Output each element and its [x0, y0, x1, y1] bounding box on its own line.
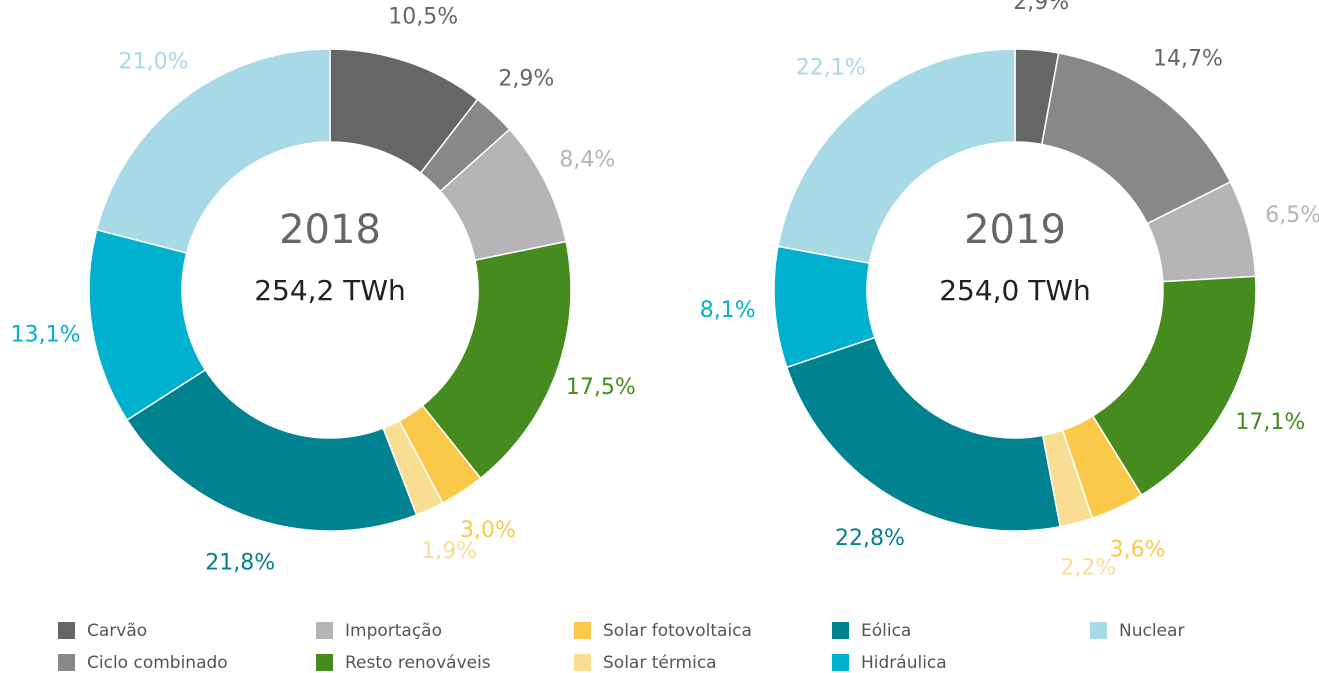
- legend-label: Hidráulica: [861, 653, 947, 673]
- legend-label: Importação: [345, 621, 442, 641]
- value-label: 21,8%: [205, 551, 275, 576]
- center-subtitle: 254,0 TWh: [939, 274, 1091, 307]
- value-label: 2,9%: [1013, 0, 1069, 15]
- value-label: 10,5%: [388, 4, 458, 29]
- value-label: 2,9%: [498, 66, 554, 91]
- value-label: 21,0%: [119, 49, 189, 74]
- legend-label: Eólica: [861, 621, 911, 641]
- center-subtitle: 254,2 TWh: [254, 274, 406, 307]
- legend-swatch: [58, 654, 75, 671]
- legend-swatch: [58, 622, 75, 639]
- value-label: 17,5%: [566, 375, 636, 400]
- slice: [95, 48, 331, 254]
- legend-swatch: [1090, 622, 1107, 639]
- legend-label: Nuclear: [1119, 621, 1184, 641]
- slice: [126, 368, 418, 532]
- value-label: 3,0%: [460, 518, 516, 543]
- value-label: 22,1%: [796, 56, 866, 81]
- slice: [1091, 275, 1257, 497]
- value-label: 1,9%: [421, 539, 477, 564]
- center-title: 2019: [964, 207, 1066, 253]
- value-label: 8,4%: [559, 148, 615, 173]
- value-label: 22,8%: [835, 526, 905, 551]
- value-label: 2,2%: [1060, 555, 1116, 580]
- slice: [785, 336, 1062, 532]
- legend-swatch: [316, 622, 333, 639]
- legend-swatch: [316, 654, 333, 671]
- value-label: 6,5%: [1265, 203, 1319, 228]
- value-label: 14,7%: [1153, 47, 1223, 72]
- value-label: 3,6%: [1110, 538, 1166, 563]
- value-label: 17,1%: [1235, 410, 1305, 435]
- legend-label: Carvão: [87, 621, 147, 641]
- legend-swatch: [832, 622, 849, 639]
- value-label: 8,1%: [700, 298, 756, 323]
- legend-label: Resto renováveis: [345, 653, 491, 673]
- legend-label: Ciclo combinado: [87, 653, 228, 673]
- legend-label: Solar fotovoltaica: [603, 621, 752, 641]
- legend-swatch: [832, 654, 849, 671]
- legend-swatch: [574, 654, 591, 671]
- legend-label: Solar térmica: [603, 653, 717, 673]
- legend-swatch: [574, 622, 591, 639]
- center-title: 2018: [279, 207, 381, 253]
- value-label: 13,1%: [11, 322, 81, 347]
- slice: [777, 48, 1016, 265]
